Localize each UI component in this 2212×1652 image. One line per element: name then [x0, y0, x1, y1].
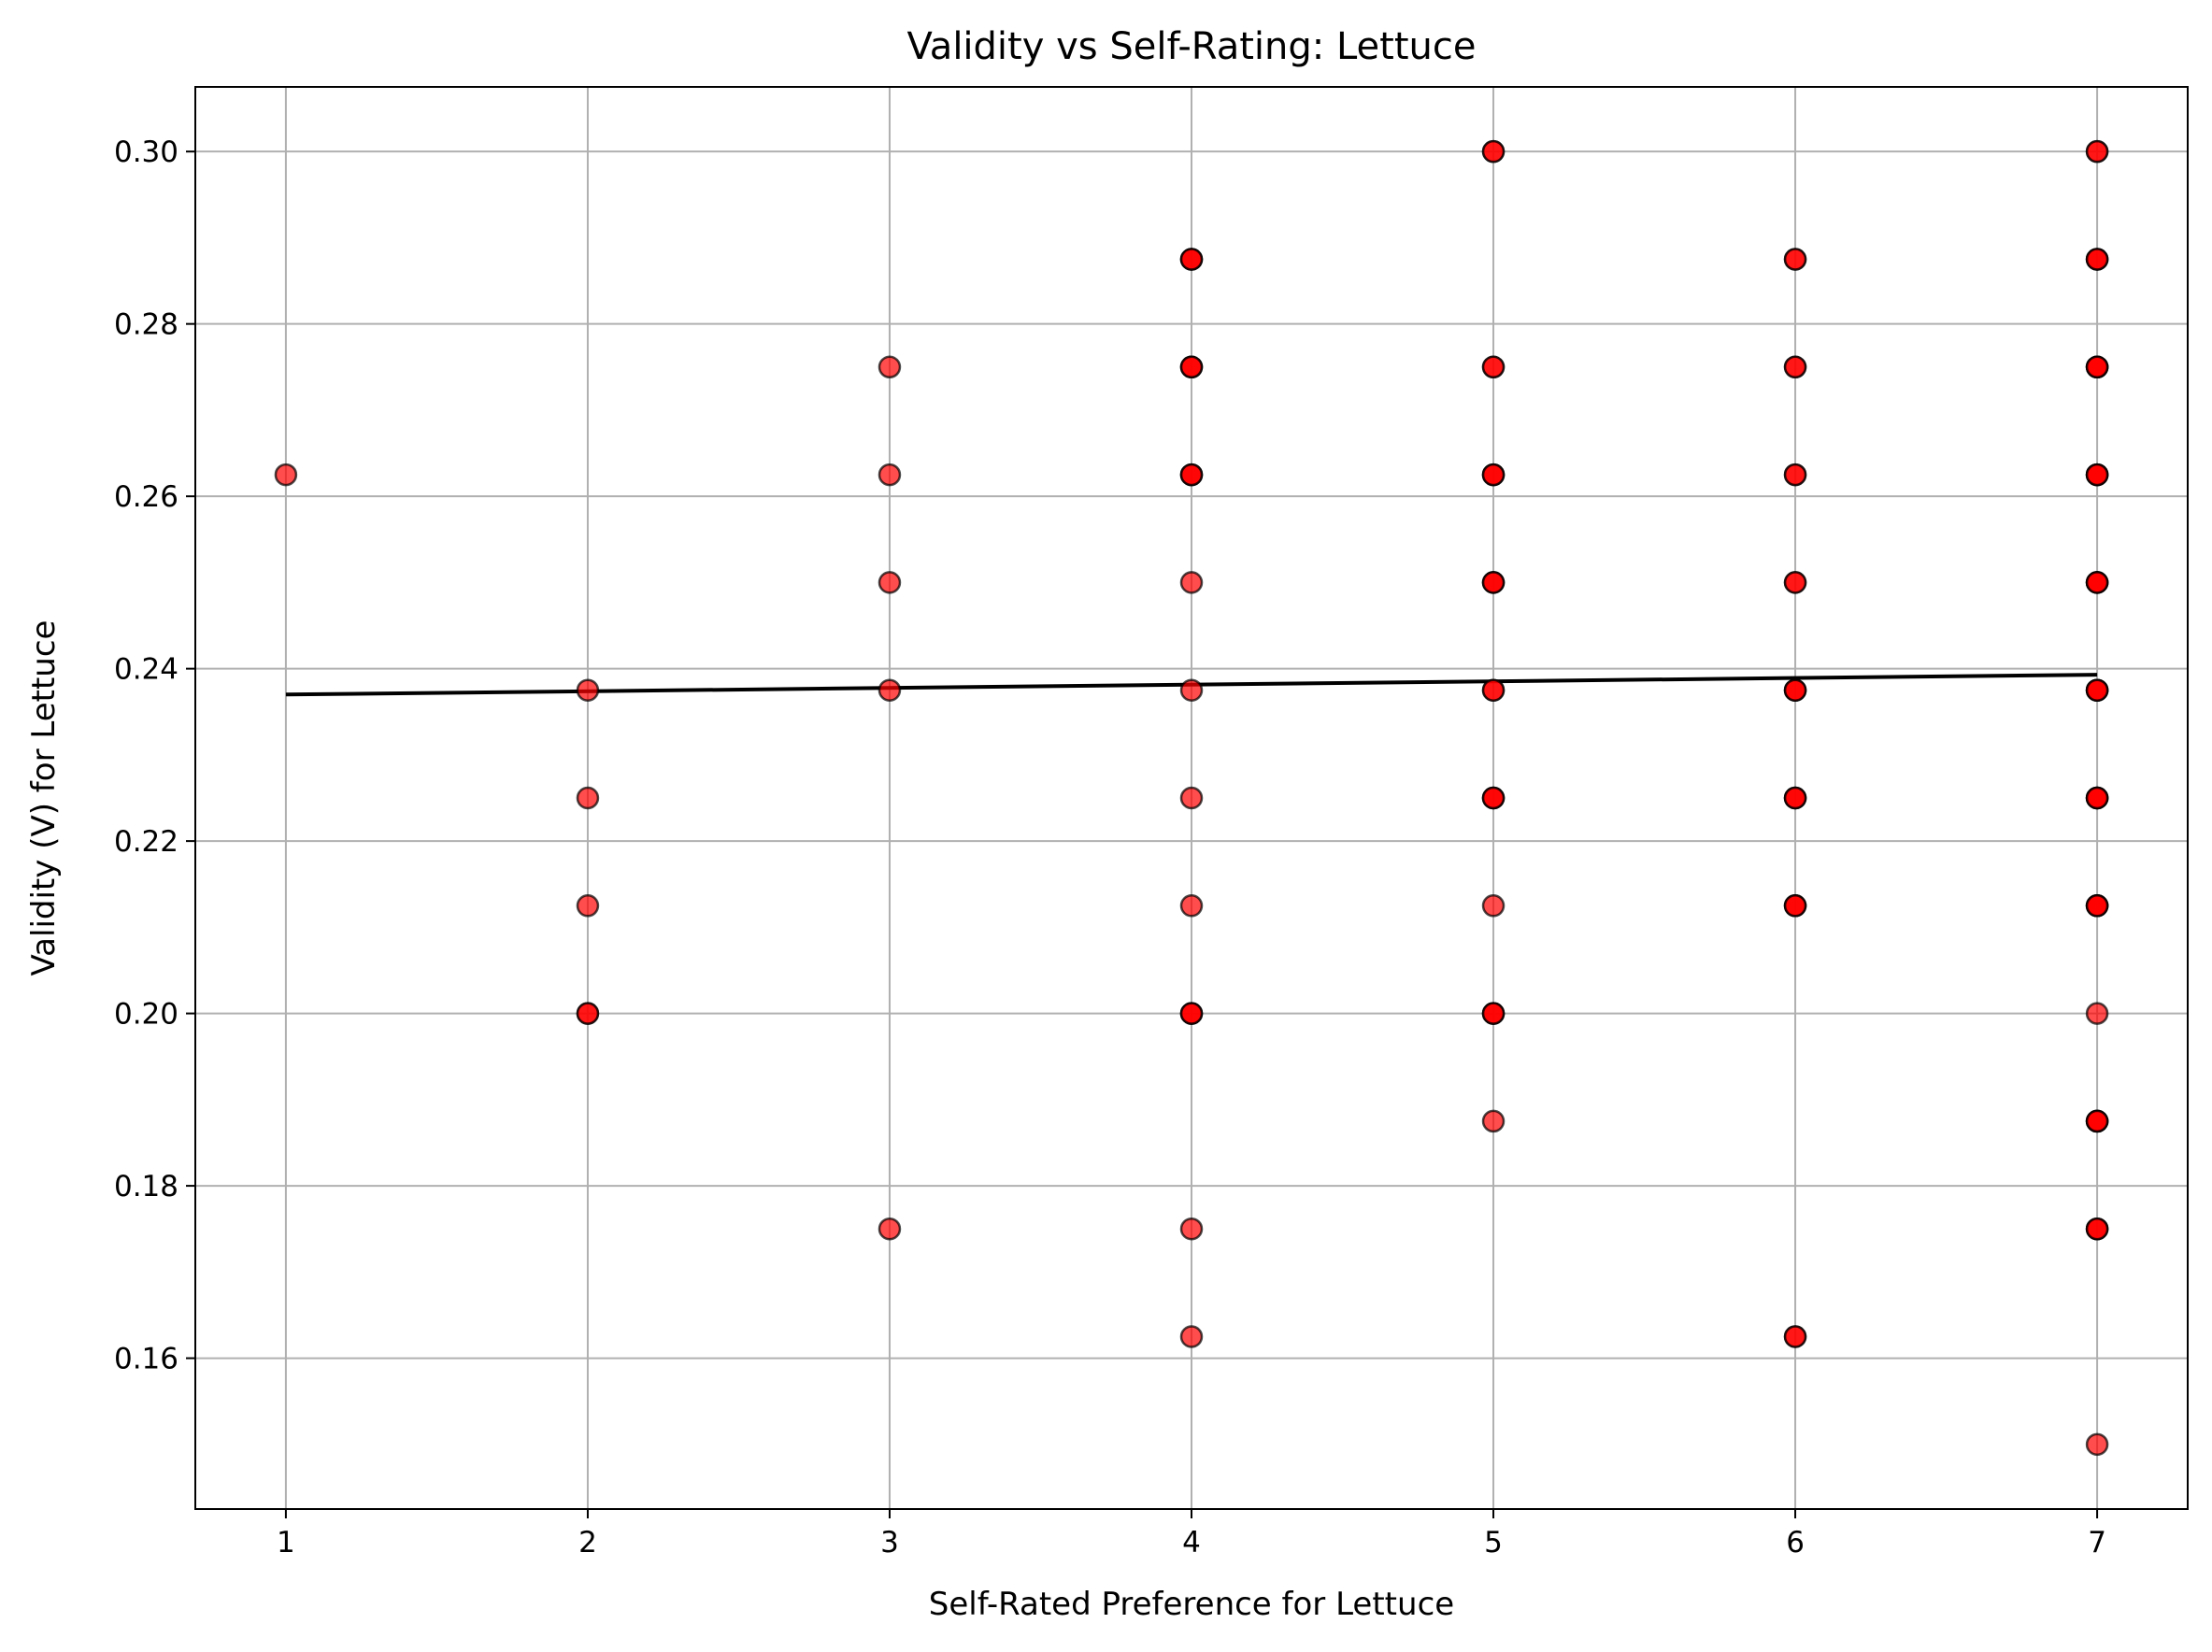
data-point	[274, 463, 298, 487]
data-point	[2085, 139, 2109, 164]
x-tick-label: 1	[277, 1526, 295, 1559]
data-point	[2085, 1109, 2109, 1133]
data-point	[878, 1217, 902, 1241]
data-point	[2085, 894, 2109, 918]
y-tick-label: 0.26	[114, 480, 178, 514]
y-tick-label: 0.18	[114, 1170, 178, 1203]
data-point	[1783, 463, 1807, 487]
data-point	[576, 1002, 600, 1025]
data-point	[1783, 248, 1807, 271]
data-point	[2085, 571, 2109, 594]
data-point	[1179, 355, 1204, 379]
x-tick-label: 2	[578, 1526, 597, 1559]
data-point	[878, 463, 902, 487]
data-point	[576, 786, 600, 810]
x-tick-label: 5	[1484, 1526, 1503, 1559]
data-point	[2085, 248, 2109, 271]
x-axis-label: Self-Rated Preference for Lettuce	[929, 1586, 1454, 1623]
y-tick-label: 0.22	[114, 825, 178, 859]
data-point	[878, 678, 902, 702]
data-point	[1481, 1002, 1506, 1025]
data-point	[1481, 355, 1506, 379]
data-point	[1179, 894, 1204, 918]
data-point	[1179, 1002, 1204, 1025]
y-tick-label: 0.16	[114, 1343, 178, 1376]
x-tick-label: 4	[1182, 1526, 1201, 1559]
data-point	[1179, 786, 1204, 810]
data-point	[2085, 678, 2109, 702]
data-point	[1481, 139, 1506, 164]
data-point	[1481, 678, 1506, 702]
y-tick-label: 0.30	[114, 135, 178, 169]
data-point	[1179, 463, 1204, 487]
data-point	[1783, 355, 1807, 379]
data-point	[1481, 571, 1506, 594]
data-point	[2085, 463, 2109, 487]
data-point	[1179, 678, 1204, 702]
data-point	[2085, 1432, 2109, 1457]
data-point	[1783, 571, 1807, 594]
data-point	[1783, 1325, 1807, 1348]
y-axis-ticks: 0.16 0.18 0.20 0.22 0.24 0.26 0.28 0.30	[114, 135, 195, 1376]
x-tick-label: 6	[1786, 1526, 1805, 1559]
data-point	[878, 571, 902, 594]
y-tick-label: 0.20	[114, 998, 178, 1032]
data-point	[1179, 1217, 1204, 1241]
data-point	[1783, 894, 1807, 918]
data-point	[1179, 1325, 1204, 1348]
y-axis-label: Validity (V) for Lettuce	[25, 620, 63, 976]
data-point	[1481, 1109, 1506, 1133]
data-point	[1481, 894, 1506, 918]
x-tick-label: 7	[2088, 1526, 2106, 1559]
data-point	[878, 355, 902, 379]
x-axis-ticks: 1 2 3 4 5 6 7	[277, 1509, 2106, 1559]
data-points	[274, 139, 2109, 1457]
y-tick-label: 0.24	[114, 653, 178, 687]
data-point	[1783, 678, 1807, 702]
data-point	[1783, 786, 1807, 810]
data-point	[576, 678, 600, 702]
data-point	[1179, 248, 1204, 271]
data-point	[2085, 1217, 2109, 1241]
data-point	[576, 894, 600, 918]
x-tick-label: 3	[880, 1526, 899, 1559]
y-tick-label: 0.28	[114, 308, 178, 342]
data-point	[1481, 786, 1506, 810]
data-point	[1481, 463, 1506, 487]
data-point	[2085, 786, 2109, 810]
data-point	[2085, 355, 2109, 379]
data-point	[2085, 1002, 2109, 1025]
chart-title: Validity vs Self-Rating: Lettuce	[907, 25, 1477, 68]
data-point	[1179, 571, 1204, 594]
